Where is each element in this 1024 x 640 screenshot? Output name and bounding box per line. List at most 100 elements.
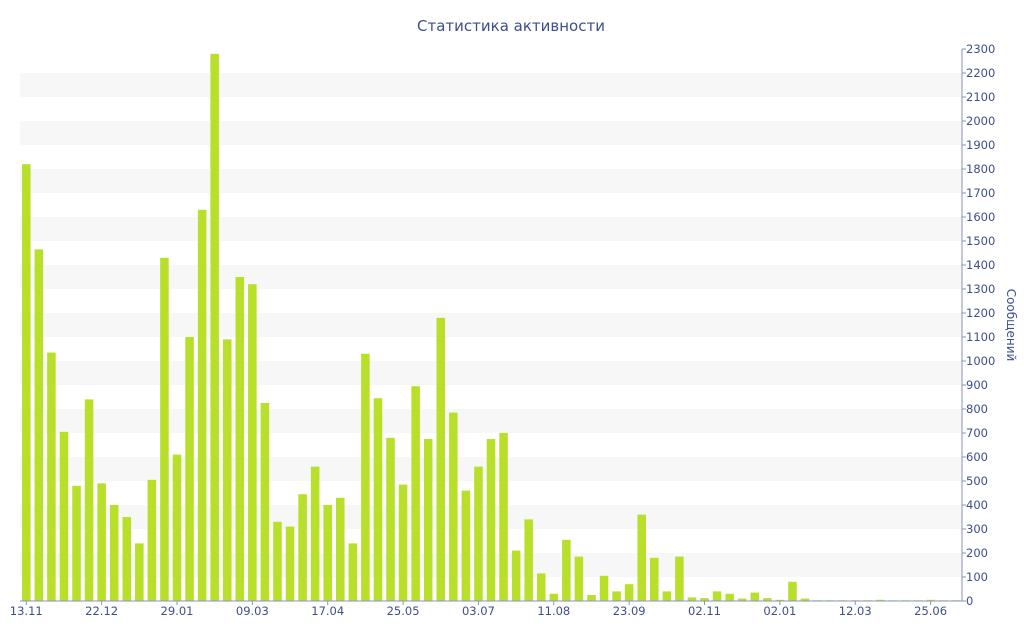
bar[interactable] — [210, 53, 219, 602]
bar[interactable] — [687, 597, 697, 601]
y-tick-label: 2100 — [966, 90, 995, 104]
bar[interactable] — [411, 386, 420, 601]
bar[interactable] — [160, 257, 169, 601]
y-tick-label: 400 — [966, 498, 988, 512]
bar[interactable] — [22, 164, 31, 601]
bar[interactable] — [775, 599, 785, 601]
bar[interactable] — [624, 584, 634, 601]
y-ticks: 0 100 200 300 400 500 600 700 800 900 1000 1100 1200… — [962, 42, 995, 608]
bar[interactable] — [310, 466, 320, 601]
x-tick-label: 03.07 — [462, 604, 495, 618]
bar[interactable] — [737, 598, 747, 601]
grid-band — [20, 169, 962, 193]
bar[interactable] — [750, 592, 760, 601]
y-tick-label: 1900 — [966, 138, 995, 152]
bar[interactable] — [109, 505, 119, 601]
bar[interactable] — [926, 599, 935, 601]
bar[interactable] — [536, 573, 546, 601]
bar[interactable] — [323, 505, 332, 601]
bars-group — [22, 53, 960, 602]
bar[interactable] — [486, 439, 496, 601]
x-tick-label: 25.05 — [387, 604, 420, 618]
bar[interactable] — [84, 399, 94, 601]
y-tick-label: 500 — [966, 474, 988, 488]
y-tick-label: 1500 — [966, 234, 995, 248]
bar[interactable] — [436, 317, 446, 601]
x-tick-label: 02.01 — [763, 604, 796, 618]
bar[interactable] — [135, 543, 144, 601]
grid-bands — [20, 73, 962, 577]
y-tick-label: 0 — [966, 594, 973, 608]
bar[interactable] — [423, 439, 433, 601]
bar[interactable] — [47, 352, 56, 601]
bar[interactable] — [122, 517, 132, 601]
bar[interactable] — [524, 519, 533, 601]
bar[interactable] — [185, 337, 194, 601]
bar[interactable] — [763, 598, 772, 601]
bar[interactable] — [712, 591, 722, 601]
bar[interactable] — [876, 599, 885, 601]
bar[interactable] — [587, 595, 596, 601]
bar[interactable] — [461, 490, 471, 601]
bar[interactable] — [197, 209, 207, 602]
x-tick-label: 02.11 — [688, 604, 721, 618]
bar[interactable] — [398, 484, 408, 601]
bar[interactable] — [788, 581, 797, 601]
bar[interactable] — [285, 526, 295, 601]
y-tick-label: 700 — [966, 426, 988, 440]
bar[interactable] — [298, 494, 307, 601]
bar[interactable] — [549, 593, 559, 601]
bar[interactable] — [260, 403, 270, 601]
bar[interactable] — [637, 514, 646, 601]
bar[interactable] — [34, 249, 44, 601]
bar[interactable] — [97, 483, 106, 601]
grid-band — [20, 265, 962, 289]
x-tick-label: 22.12 — [85, 604, 118, 618]
bar[interactable] — [650, 557, 659, 601]
y-tick-label: 2300 — [966, 42, 995, 56]
bar[interactable] — [725, 593, 734, 601]
y-axis-label: Сообщений — [1004, 289, 1018, 362]
bar[interactable] — [511, 550, 521, 601]
bar[interactable] — [599, 575, 609, 601]
y-tick-label: 1300 — [966, 282, 995, 296]
x-tick-label: 12.03 — [839, 604, 872, 618]
bar[interactable] — [348, 543, 358, 601]
bar[interactable] — [235, 277, 245, 601]
x-tick-label: 13.11 — [10, 604, 43, 618]
grid-band — [20, 217, 962, 241]
y-tick-label: 300 — [966, 522, 988, 536]
x-tick-label: 17.04 — [311, 604, 344, 618]
grid-band — [20, 121, 962, 145]
bar[interactable] — [612, 591, 621, 601]
bar[interactable] — [172, 454, 182, 601]
y-tick-label: 600 — [966, 450, 988, 464]
bar[interactable] — [700, 598, 709, 601]
bar[interactable] — [675, 556, 684, 601]
bar[interactable] — [449, 412, 458, 601]
bar[interactable] — [361, 353, 370, 601]
y-tick-label: 200 — [966, 546, 988, 560]
bar[interactable] — [386, 437, 395, 601]
chart-title: Статистика активности — [417, 17, 605, 35]
bar[interactable] — [574, 556, 584, 601]
bar[interactable] — [662, 591, 672, 601]
bar[interactable] — [800, 598, 810, 601]
bar[interactable] — [147, 479, 157, 601]
bar[interactable] — [499, 433, 508, 601]
bar[interactable] — [59, 431, 69, 601]
x-tick-label: 25.06 — [914, 604, 947, 618]
bar[interactable] — [562, 539, 571, 601]
y-tick-label: 1700 — [966, 186, 995, 200]
bar[interactable] — [373, 398, 383, 601]
y-tick-label: 1400 — [966, 258, 995, 272]
y-tick-label: 1100 — [966, 330, 995, 344]
bar[interactable] — [248, 284, 257, 601]
grid-band — [20, 73, 962, 97]
bar[interactable] — [336, 497, 345, 601]
bar[interactable] — [72, 485, 81, 601]
bar[interactable] — [273, 521, 282, 601]
bar[interactable] — [222, 339, 232, 601]
bar[interactable] — [474, 466, 483, 601]
